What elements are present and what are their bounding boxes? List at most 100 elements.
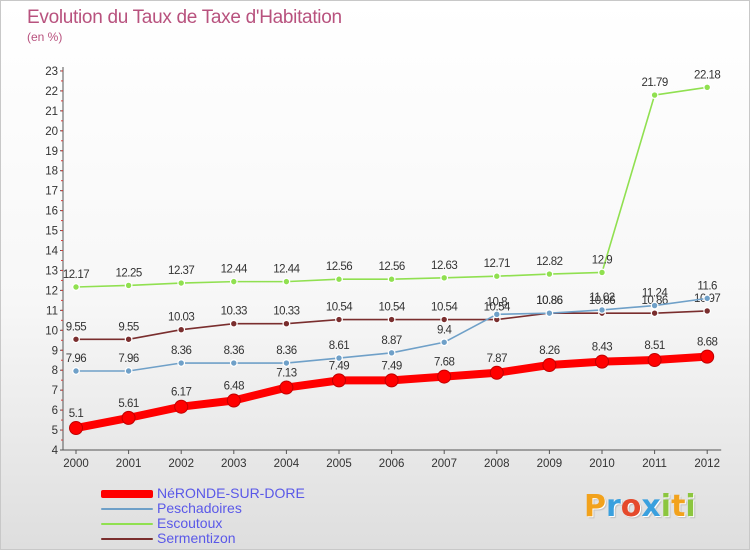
data-point xyxy=(124,281,133,290)
data-label: 11.02 xyxy=(589,292,615,304)
data-label: 10.86 xyxy=(536,295,562,307)
data-label: 6.17 xyxy=(171,387,191,399)
data-point xyxy=(177,359,186,367)
data-point xyxy=(335,354,343,362)
data-label: 8.68 xyxy=(697,337,717,349)
data-point xyxy=(335,315,343,324)
data-point xyxy=(387,315,396,324)
data-label: 5.61 xyxy=(118,398,138,410)
x-tick-label: 2002 xyxy=(168,458,194,470)
data-point xyxy=(177,325,186,334)
chart-unit-label: (en %) xyxy=(27,30,63,44)
x-tick-label: 2011 xyxy=(642,458,667,470)
data-label: 10.54 xyxy=(326,302,353,314)
legend-swatch xyxy=(101,523,153,525)
y-tick-label: 18 xyxy=(45,166,58,178)
x-tick-label: 2003 xyxy=(221,458,247,470)
x-tick-label: 2007 xyxy=(431,458,457,470)
data-point xyxy=(72,335,80,344)
data-label: 10.86 xyxy=(536,295,562,307)
y-tick-label: 19 xyxy=(45,146,58,158)
data-point xyxy=(282,319,291,328)
data-point xyxy=(384,373,399,388)
data-point xyxy=(121,410,136,425)
data-label: 5.1 xyxy=(69,408,84,420)
data-point xyxy=(229,277,238,286)
y-tick-label: 15 xyxy=(45,226,58,238)
legend-item: Escoutoux xyxy=(101,515,421,532)
y-tick-label: 22 xyxy=(45,86,58,98)
data-label: 7.68 xyxy=(434,357,454,369)
data-label: 7.13 xyxy=(276,368,296,380)
data-label: 12.56 xyxy=(378,261,404,273)
data-point xyxy=(229,319,238,328)
data-label: 12.37 xyxy=(168,265,194,277)
data-label: 7.96 xyxy=(66,353,86,365)
data-label: 7.87 xyxy=(487,353,507,365)
data-point xyxy=(72,367,80,375)
data-point xyxy=(545,309,554,318)
chart-title: Evolution du Taux de Taxe d'Habitation xyxy=(27,7,342,28)
legend-swatch xyxy=(101,508,153,510)
data-label: 12.44 xyxy=(221,264,248,276)
data-label: 10.8 xyxy=(487,296,507,308)
data-point xyxy=(598,268,606,277)
data-label: 12.9 xyxy=(592,254,612,266)
data-point xyxy=(124,367,133,375)
data-label: 8.61 xyxy=(329,340,349,352)
data-label: 22.18 xyxy=(694,69,720,81)
data-label: 10.54 xyxy=(431,302,458,314)
series-line xyxy=(75,86,709,288)
data-point xyxy=(440,273,449,282)
data-point xyxy=(489,365,504,380)
data-point xyxy=(226,393,241,408)
data-label: 12.82 xyxy=(536,256,562,268)
data-point xyxy=(700,349,715,364)
data-label: 8.36 xyxy=(171,345,191,357)
data-point xyxy=(332,373,346,388)
data-label: 9.55 xyxy=(118,321,138,333)
data-point xyxy=(72,283,80,291)
data-label: 7.96 xyxy=(118,353,138,365)
data-label: 10.86 xyxy=(589,295,615,307)
legend-label: NéRONDE-SUR-DORE xyxy=(157,485,305,501)
data-label: 10.33 xyxy=(221,306,247,318)
data-label: 21.79 xyxy=(641,77,667,89)
data-point xyxy=(440,315,449,324)
y-tick-label: 20 xyxy=(45,126,58,138)
data-point xyxy=(492,272,501,281)
data-point xyxy=(387,275,396,284)
legend-item: Sermentizon xyxy=(101,530,421,547)
data-label: 8.43 xyxy=(592,342,612,354)
data-label: 8.26 xyxy=(539,345,559,357)
x-tick-label: 2001 xyxy=(116,458,142,470)
data-point xyxy=(124,335,133,344)
legend-label: Peschadoires xyxy=(157,500,242,516)
legend-item: Peschadoires xyxy=(101,500,421,517)
y-tick-label: 5 xyxy=(52,425,58,437)
line-chart: 4 5 6 7 8 9 10 11 12 13 14 15 16 17 18 19 20 21 22 23 2000 20… xyxy=(45,66,722,470)
y-tick-label: 21 xyxy=(45,106,58,118)
legend-label: Escoutoux xyxy=(157,515,223,531)
data-point xyxy=(545,270,554,278)
data-label: 12.63 xyxy=(431,260,457,272)
data-label: 8.36 xyxy=(276,345,296,357)
legend-item: NéRONDE-SUR-DORE xyxy=(101,485,421,502)
y-tick-label: 10 xyxy=(45,325,58,337)
data-label: 9.4 xyxy=(437,324,453,336)
data-label: 10.33 xyxy=(273,306,299,318)
y-tick-label: 11 xyxy=(46,305,58,317)
data-point xyxy=(279,380,294,395)
data-point xyxy=(650,309,659,318)
y-tick-label: 17 xyxy=(45,186,58,198)
x-tick-label: 2008 xyxy=(484,458,510,470)
legend-label: Sermentizon xyxy=(157,530,236,546)
data-point xyxy=(437,369,452,384)
data-point xyxy=(282,277,291,286)
data-label: 10.54 xyxy=(378,302,405,314)
y-tick-label: 13 xyxy=(45,265,58,277)
data-label: 7.49 xyxy=(381,360,401,372)
data-point xyxy=(703,83,712,92)
proxiti-logo: Proxiti xyxy=(584,489,696,524)
